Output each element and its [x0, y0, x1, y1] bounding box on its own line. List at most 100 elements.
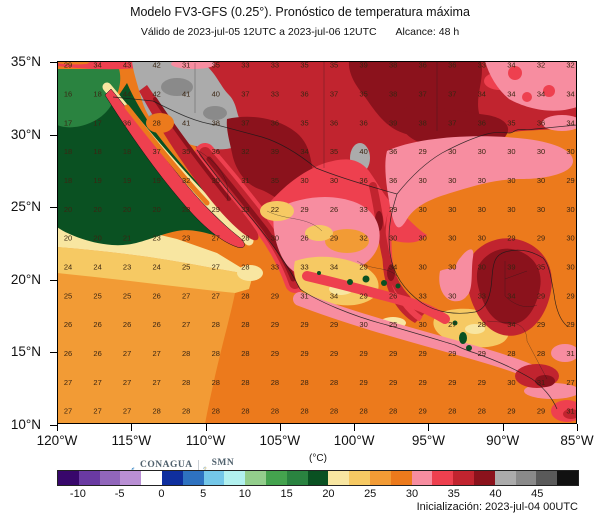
grid-temperature-value: 27 [64, 378, 72, 387]
grid-temperature-value: 27 [212, 234, 220, 243]
colorbar-segment [245, 471, 266, 485]
grid-temperature-value: 37 [241, 90, 249, 99]
lon-tick-label: 100°W [333, 433, 375, 448]
grid-temperature-value: 32 [566, 61, 574, 70]
grid-temperature-value: 30 [419, 320, 427, 329]
grid-temperature-value: 35 [212, 176, 220, 185]
grid-temperature-value: 30 [507, 205, 515, 214]
grid-temperature-value: 35 [182, 147, 190, 156]
colorbar-segment [224, 471, 246, 485]
grid-temperature-value: 26 [389, 291, 397, 300]
pink-right-streak [542, 115, 577, 131]
grid-temperature-value: 29 [389, 378, 397, 387]
lon-tick-label: 85°W [560, 433, 594, 448]
page-subtitle: Válido de 2023-jul-05 12UTC a 2023-jul-0… [0, 26, 600, 38]
grid-temperature-value: 30 [537, 205, 545, 214]
lon-tick-mark [57, 424, 58, 431]
grid-temperature-value: 29 [537, 291, 545, 300]
grid-temperature-value: 23 [153, 234, 161, 243]
grid-temperature-value: 28 [330, 378, 338, 387]
grid-temperature-value: 34 [478, 90, 486, 99]
grid-temperature-value: 26 [153, 291, 161, 300]
colorbar-segment [411, 471, 433, 485]
gulf-california-maroon [153, 97, 231, 201]
latitude-axis: 35°N 30°N 25°N 20°N 15°N 10°N [0, 54, 57, 432]
grid-temperature-value: 40 [212, 90, 220, 99]
grid-temperature-value: 26 [64, 320, 72, 329]
conagua-icon [131, 467, 135, 470]
grid-temperature-value: 29 [330, 234, 338, 243]
grid-temperature-value: 24 [64, 263, 72, 272]
grid-temperature-value: 28 [241, 349, 249, 358]
grid-temperature-value: 40 [359, 147, 367, 156]
grid-temperature-value: 30 [271, 234, 279, 243]
peak-dot-6 [459, 332, 467, 344]
grid-temperature-value: 39 [359, 61, 367, 70]
grid-temperature-value: 28 [389, 407, 397, 416]
grid-temperature-value: 30 [330, 176, 338, 185]
orange-plateau-patch [325, 229, 369, 253]
grid-temperature-value: 34 [537, 90, 545, 99]
lat-tick-mark [50, 134, 57, 136]
colorbar-tick-label: 40 [489, 488, 502, 500]
colorbar-segment [99, 471, 121, 485]
grid-temperature-value: 20 [123, 205, 131, 214]
grid-temperature-value: 30 [566, 147, 574, 156]
grid-temperature-value: 41 [182, 118, 190, 127]
lat-tick-mark [50, 352, 57, 354]
colorbar-segment [473, 471, 495, 485]
lon-tick-label: 110°W [185, 433, 226, 448]
grid-temperature-value: 30 [448, 234, 456, 243]
map-frame [57, 61, 577, 424]
grid-temperature-value: 43 [123, 61, 131, 70]
grid-temperature-value: 28 [271, 378, 279, 387]
grid-temperature-value: 37 [448, 118, 456, 127]
grid-temperature-value: 29 [448, 378, 456, 387]
grid-temperature-value: 20 [64, 205, 72, 214]
grid-temperature-value: 25 [182, 263, 190, 272]
us-gulf-coast [396, 124, 577, 195]
state-line-4 [196, 149, 229, 202]
gulf-coast [388, 193, 568, 327]
gold-chihuahua-patch [260, 201, 294, 221]
grid-temperature-value: 29 [419, 407, 427, 416]
smn-wordmark: SMN [211, 458, 235, 469]
lat-tick-label: 15°N [10, 344, 41, 360]
lon-tick-label: 105°W [259, 433, 301, 448]
grid-temperature-value: 30 [448, 263, 456, 272]
colorbar-segment [328, 471, 350, 485]
colorbar-segment [390, 471, 412, 485]
grid-temperature-value: 29 [330, 349, 338, 358]
grid-temperature-value: 30 [419, 176, 427, 185]
colorbar-tick-label: 10 [238, 488, 252, 500]
grid-temperature-value: 36 [537, 118, 545, 127]
grid-temperature-value: 36 [478, 118, 486, 127]
grid-temperature-value: 30 [419, 234, 427, 243]
peak-dot-1 [347, 279, 353, 285]
initialization-text: Inicialización: 2023-jul-04 00UTC [416, 501, 578, 513]
gold-zacatecas-patch [305, 225, 333, 241]
grid-temperature-value: 38 [419, 118, 427, 127]
grid-temperature-value: 20 [93, 234, 101, 243]
grid-temperature-value: 30 [566, 205, 574, 214]
grid-temperature-value: 18 [93, 147, 101, 156]
grid-temperature-value: 19 [93, 176, 101, 185]
longitude-axis: 120°W 115°W 110°W 105°W 100°W 95°W 90°W 85°W [37, 424, 594, 464]
grid-temperature-value: 26 [93, 320, 101, 329]
grid-temperature-value: 30 [419, 205, 427, 214]
grid-temperature-value: 27 [64, 407, 72, 416]
peak-dot-2 [362, 275, 370, 283]
grid-temperature-value: 29 [300, 320, 308, 329]
crimson-dot-2 [543, 85, 555, 97]
grid-temperature-value: 29 [566, 291, 574, 300]
peak-dot-4 [395, 283, 401, 289]
grid-temperature-value: 31 [566, 407, 574, 416]
state-line-6 [356, 260, 398, 277]
grid-temperature-value: 28 [212, 378, 220, 387]
grid-temperature-value: 30 [448, 205, 456, 214]
grid-temperature-value: 34 [330, 291, 338, 300]
grid-temperature-value: 30 [507, 147, 515, 156]
grid-temperature-value: 35 [212, 61, 220, 70]
grid-temperature-value: 29 [359, 291, 367, 300]
